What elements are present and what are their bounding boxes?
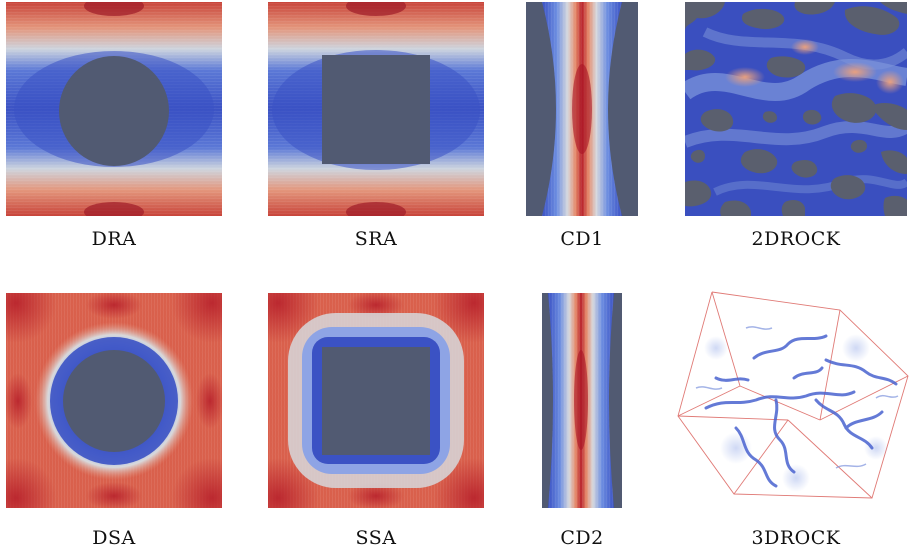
sra-field	[268, 2, 484, 216]
sra-obstacle	[322, 55, 430, 164]
panel-sra	[268, 2, 484, 216]
label-dra: DRA	[91, 228, 137, 250]
label-cd2: CD2	[560, 527, 604, 549]
ssa-obstacle	[322, 347, 430, 455]
panel-3drock	[676, 288, 914, 512]
dra-obstacle	[59, 56, 169, 166]
label-ssa: SSA	[355, 527, 397, 549]
ssa-field	[268, 293, 484, 508]
rock2d-field	[685, 2, 907, 216]
rock3d-field	[677, 291, 909, 499]
label-2drock: 2DROCK	[751, 228, 841, 250]
cd2-field	[542, 293, 622, 508]
dsa-field	[6, 293, 222, 508]
panel-2drock	[685, 2, 907, 216]
panel-dsa	[6, 293, 222, 508]
dra-field	[6, 2, 222, 216]
dsa-obstacle	[63, 350, 165, 452]
cd1-field	[526, 2, 638, 216]
panel-ssa	[268, 293, 484, 508]
rock2d-grains	[685, 2, 907, 216]
label-sra: SRA	[354, 228, 398, 250]
label-3drock: 3DROCK	[751, 527, 841, 549]
label-dsa: DSA	[92, 527, 136, 549]
panel-cd2	[542, 293, 622, 508]
rock3d-pore-network	[704, 334, 898, 488]
panel-cd1	[526, 2, 638, 216]
panel-dra	[6, 2, 222, 216]
label-cd1: CD1	[560, 228, 604, 250]
